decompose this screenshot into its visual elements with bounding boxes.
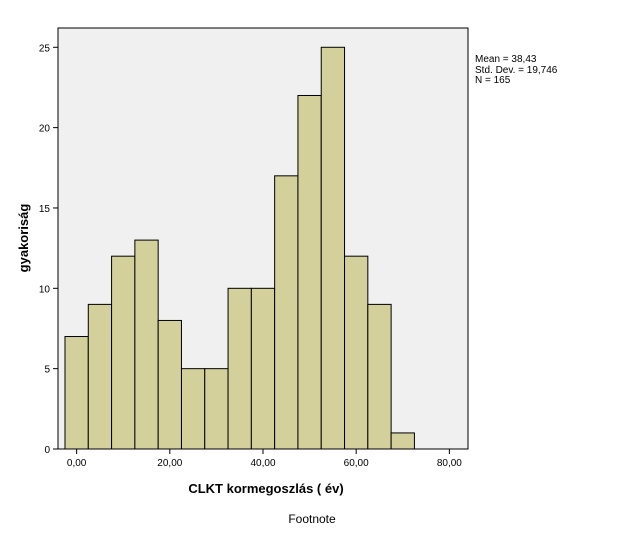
histogram-bar-12 (344, 255, 369, 450)
y-axis-title: gyakoriság (16, 204, 31, 273)
y-tick-label: 15 (39, 204, 51, 215)
x-tick-label: 40,00 (250, 458, 275, 469)
x-tick-label: 0,00 (67, 458, 87, 469)
footnote: Footnote (288, 512, 336, 526)
y-tick-label: 0 (44, 445, 50, 456)
histogram-bar-3 (134, 239, 159, 450)
x-axis-title: CLKT kormegoszlás ( év) (188, 481, 343, 496)
x-tick-label: 80,00 (437, 458, 462, 469)
histogram-bar-10 (297, 94, 322, 450)
histogram-bar-14 (390, 432, 415, 450)
x-tick-label: 60,00 (344, 458, 369, 469)
y-tick-label: 10 (39, 284, 51, 295)
histogram-bar-7 (227, 287, 252, 450)
x-axis: 0,00 20,00 40,00 60,00 80,00 (67, 449, 462, 469)
histogram-bar-2 (111, 255, 136, 450)
histogram-bar-6 (204, 368, 229, 450)
histogram-bar-11 (320, 46, 346, 450)
histogram-bar-4 (157, 319, 182, 450)
histogram-bars (64, 46, 415, 450)
histogram-bar-1 (87, 303, 113, 450)
histogram-bar-5 (180, 368, 206, 450)
histogram-bar-9 (274, 175, 299, 450)
y-axis: 0 5 10 15 20 25 (39, 43, 58, 456)
stat-n: N = 165 (475, 75, 511, 86)
y-tick-label: 25 (39, 43, 51, 54)
histogram-bar-13 (367, 303, 392, 450)
stat-mean: Mean = 38,43 (475, 54, 537, 65)
y-tick-label: 20 (39, 124, 51, 135)
stat-std-dev: Std. Dev. = 19,746 (475, 65, 558, 76)
summary-statistics: Mean = 38,43 Std. Dev. = 19,746 N = 165 (475, 54, 558, 86)
histogram-bar-0 (64, 336, 89, 450)
y-tick-label: 5 (44, 365, 50, 376)
histogram-bar-8 (250, 287, 276, 450)
x-tick-label: 20,00 (157, 458, 182, 469)
